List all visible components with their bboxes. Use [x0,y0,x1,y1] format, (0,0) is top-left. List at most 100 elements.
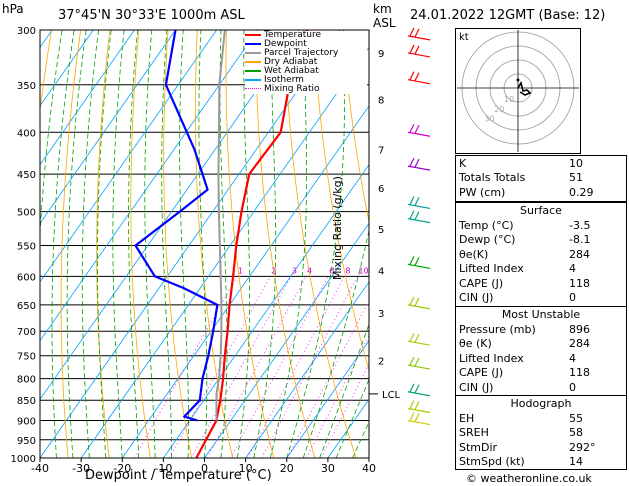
wind-barb-flag [414,28,420,38]
legend-item: Isotherm [245,76,367,85]
index-value: 10 [569,156,583,170]
dry-adiabat-line [96,30,111,458]
mixing-ratio-label: 8 [345,266,350,275]
hodograph-table-title: Hodograph [510,397,572,410]
wet-adiabat-line [237,30,250,458]
mixing-ratio-label: 4 [307,266,312,275]
hodograph-unit: kt [459,32,469,43]
wind-barb-flag [414,158,420,168]
index-label: K [459,156,467,170]
x-tick-label: 10 [239,462,253,475]
skewt-grid [0,30,369,458]
x-tick-label: 20 [280,462,294,475]
mixing-ratio-label: 25 [415,266,425,275]
pressure-tick-label: 1000 [11,454,36,465]
dry-adiabat-line [313,30,369,372]
dewpoint-curve [134,30,219,422]
dry-adiabat-line [163,30,192,458]
index-value: 51 [569,171,583,185]
wet-adiabat-line [40,30,63,458]
isotherm-line [40,30,217,283]
legend-label: Isotherm [264,75,304,85]
isotherm-line [204,222,369,458]
index-label: CIN (J) [459,380,494,394]
dry-adiabat-line [225,30,275,458]
legend-swatch [245,42,261,45]
hodograph-ring-label: 30 [484,115,494,124]
pressure-tick-label: 950 [17,436,36,447]
wind-barb-flag [409,210,415,219]
skewt-curves: 1 2 3 4 6 8 10 15 20 25 [134,30,425,458]
wet-adiabat-line [269,30,307,458]
wind-barb [407,407,431,414]
wind-barb-flag [414,333,420,343]
indices-box: K 10 Totals Totals 51 PW (cm) 0.29 [455,155,627,202]
index-value: 284 [569,337,590,351]
index-value: 0.29 [569,185,594,199]
index-row: θe (K) 284 [456,337,624,352]
x-tick-label: -40 [31,462,49,475]
isotherm-line [40,30,176,225]
wet-adiabat-line [253,30,277,458]
km-tick-label: 8 [378,96,384,107]
mixing-ratio-line [206,276,307,458]
wet-adiabat-line [51,30,75,458]
wind-barb [407,263,431,269]
index-row: θe(K) 284 [456,247,624,262]
dry-adiabat-line [284,30,357,458]
mixing-ratio-label: 10 [358,266,368,275]
isotherm-line [0,30,11,458]
wind-barb-flag [409,123,415,133]
wet-adiabat-line [219,30,228,458]
km-tick-label: 6 [378,184,384,195]
mixing-ratio-label: 2 [271,266,276,275]
km-tick-label: 9 [378,49,384,60]
index-value: 896 [569,322,590,336]
index-label: CIN (J) [459,291,494,305]
mixing-ratio-line [286,299,369,458]
mixing-ratio-label: 1 [238,266,243,275]
isotherm-line [40,30,94,107]
wind-barb [407,419,431,426]
index-value: 0 [569,380,576,394]
x-tick-label: -20 [113,462,131,475]
legend-label: Dewpoint [264,39,307,49]
wind-barb-flag [414,401,420,410]
skewt-axes: 3003504004505005506006507007508008509009… [11,26,401,475]
index-value: 58 [569,426,583,440]
index-label: Lifted Index [459,351,524,365]
wet-adiabat-line [128,30,140,458]
legend-swatch [245,51,261,54]
wet-adiabat-line [97,30,112,458]
pressure-tick-label: 700 [17,327,36,338]
temperature-curve [195,30,309,458]
wind-barb-flag [414,211,420,220]
parcel-trajectory-curve [215,30,226,421]
pressure-unit-label: hPa [2,2,24,16]
isotherm-line [245,281,369,458]
pressure-tick-label: 400 [17,128,36,139]
wind-barb [407,79,431,85]
index-row: StmSpd (kt) 14 [456,455,624,470]
pressure-tick-label: 350 [17,81,36,92]
x-tick-label: -30 [72,462,90,475]
index-row: CIN (J) 0 [456,291,624,306]
dry-adiabat-line [60,30,81,458]
mixing-ratio-label: 20 [400,266,410,275]
wind-barb [407,218,431,224]
wind-barb [407,203,431,210]
dry-adiabat-line [342,30,369,224]
pressure-tick-label: 900 [17,417,36,428]
hodograph-trace [517,80,532,96]
index-label: SREH [459,426,489,440]
most-unstable-title: Most Unstable [501,308,581,321]
isotherm-line [40,30,135,166]
wet-adiabat-line [144,30,156,458]
index-label: StmSpd (kt) [459,455,525,469]
index-label: CAPE (J) [459,366,504,380]
index-row: PW (cm) 0.29 [456,185,624,200]
index-label: Temp (°C) [459,218,514,232]
legend-item: Temperature [245,31,367,40]
location-title: 37°45'N 30°33'E 1000m ASL [58,8,245,23]
